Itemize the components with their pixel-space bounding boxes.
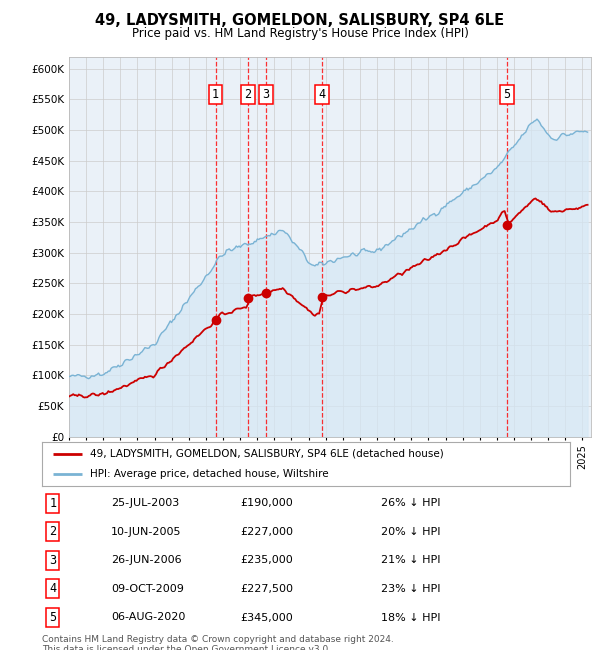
Text: £227,000: £227,000 bbox=[240, 526, 293, 537]
Text: 3: 3 bbox=[262, 88, 269, 101]
Text: 26-JUN-2006: 26-JUN-2006 bbox=[111, 555, 182, 566]
Text: 5: 5 bbox=[49, 611, 56, 624]
Text: £190,000: £190,000 bbox=[240, 498, 293, 508]
Text: 20% ↓ HPI: 20% ↓ HPI bbox=[381, 526, 440, 537]
Text: Contains HM Land Registry data © Crown copyright and database right 2024.
This d: Contains HM Land Registry data © Crown c… bbox=[42, 635, 394, 650]
Text: 1: 1 bbox=[212, 88, 219, 101]
Text: 26% ↓ HPI: 26% ↓ HPI bbox=[381, 498, 440, 508]
Text: 10-JUN-2005: 10-JUN-2005 bbox=[111, 526, 182, 537]
Text: £235,000: £235,000 bbox=[240, 555, 293, 566]
Text: 09-OCT-2009: 09-OCT-2009 bbox=[111, 584, 184, 594]
Text: 21% ↓ HPI: 21% ↓ HPI bbox=[381, 555, 440, 566]
Text: HPI: Average price, detached house, Wiltshire: HPI: Average price, detached house, Wilt… bbox=[89, 469, 328, 479]
Text: £345,000: £345,000 bbox=[240, 612, 293, 623]
Text: 23% ↓ HPI: 23% ↓ HPI bbox=[381, 584, 440, 594]
Text: 25-JUL-2003: 25-JUL-2003 bbox=[111, 498, 179, 508]
Text: 2: 2 bbox=[244, 88, 251, 101]
Text: 18% ↓ HPI: 18% ↓ HPI bbox=[381, 612, 440, 623]
Text: 49, LADYSMITH, GOMELDON, SALISBURY, SP4 6LE (detached house): 49, LADYSMITH, GOMELDON, SALISBURY, SP4 … bbox=[89, 448, 443, 459]
Text: 1: 1 bbox=[49, 497, 56, 510]
Text: Price paid vs. HM Land Registry's House Price Index (HPI): Price paid vs. HM Land Registry's House … bbox=[131, 27, 469, 40]
Text: 4: 4 bbox=[49, 582, 56, 595]
Text: 3: 3 bbox=[49, 554, 56, 567]
Text: £227,500: £227,500 bbox=[240, 584, 293, 594]
Text: 06-AUG-2020: 06-AUG-2020 bbox=[111, 612, 185, 623]
Text: 5: 5 bbox=[503, 88, 511, 101]
Text: 4: 4 bbox=[318, 88, 325, 101]
Text: 2: 2 bbox=[49, 525, 56, 538]
Text: 49, LADYSMITH, GOMELDON, SALISBURY, SP4 6LE: 49, LADYSMITH, GOMELDON, SALISBURY, SP4 … bbox=[95, 13, 505, 28]
